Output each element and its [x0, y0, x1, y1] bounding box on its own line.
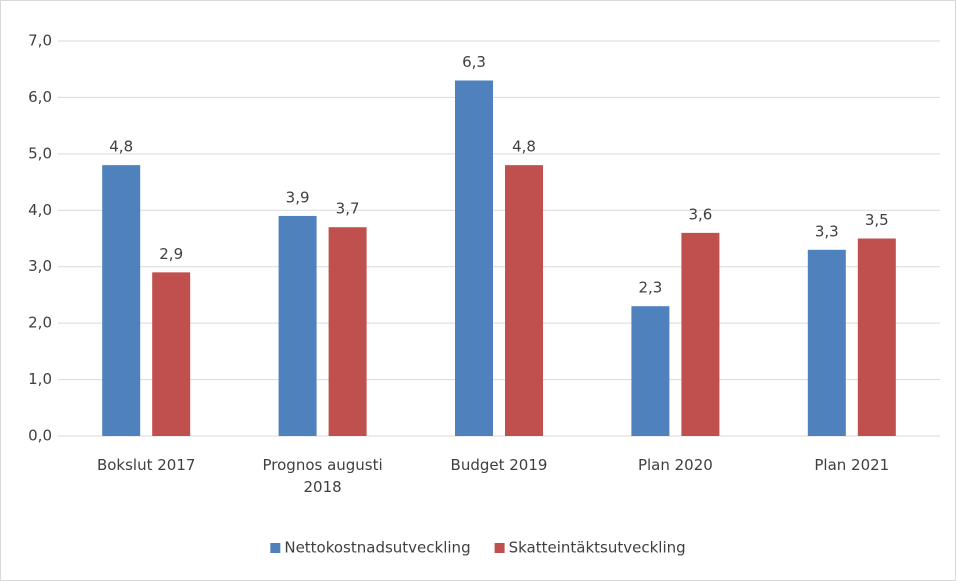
data-label: 2,9 [159, 245, 183, 263]
data-label: 2,3 [638, 279, 662, 297]
y-tick-label: 7,0 [28, 32, 52, 50]
y-tick-label: 0,0 [28, 427, 52, 445]
bar [505, 165, 543, 436]
legend-swatch [494, 543, 505, 553]
bar [631, 306, 670, 436]
data-label: 3,5 [865, 211, 889, 229]
x-tick-label: Prognos augusti 2018 [262, 456, 383, 496]
bar [807, 249, 846, 436]
x-tick-label: Plan 2021 [814, 456, 890, 474]
legend-swatch [270, 543, 281, 553]
data-label: 4,8 [512, 138, 536, 156]
legend-label: Nettokostnadsutveckling [284, 539, 470, 557]
data-label: 3,7 [336, 200, 360, 218]
legend-label: Skatteintäktsutveckling [509, 539, 686, 557]
y-tick-label: 6,0 [28, 88, 52, 106]
bar [278, 215, 317, 436]
y-tick-label: 5,0 [28, 144, 52, 162]
y-tick-label: 4,0 [28, 201, 52, 219]
bar [152, 272, 191, 436]
data-label: 4,8 [109, 138, 133, 156]
y-tick-label: 3,0 [28, 257, 52, 275]
bar [102, 165, 141, 436]
x-tick-label: Plan 2020 [637, 456, 713, 474]
bar [328, 227, 367, 436]
bar [857, 238, 896, 436]
data-label: 3,6 [688, 205, 712, 223]
y-tick-label: 2,0 [28, 314, 52, 332]
bar [455, 80, 493, 436]
data-label: 3,3 [815, 222, 839, 240]
data-label: 3,9 [286, 188, 310, 206]
x-tick-label: Bokslut 2017 [96, 456, 196, 474]
data-label: 6,3 [462, 53, 486, 71]
x-tick-label: Budget 2019 [450, 456, 548, 474]
bar [681, 232, 720, 436]
y-tick-label: 1,0 [28, 370, 52, 388]
